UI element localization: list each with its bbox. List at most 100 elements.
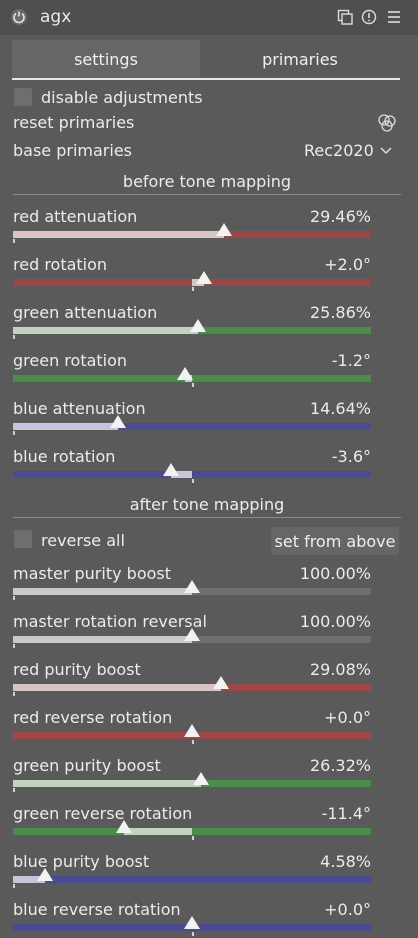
after-slider-tick-3	[192, 740, 194, 744]
after-label-1: master rotation reversal	[13, 612, 207, 631]
before-slider-tick-4	[13, 431, 15, 435]
color-circles-icon[interactable]	[377, 113, 397, 133]
after-slider-handle-6[interactable]	[37, 868, 54, 881]
primaries-panel: settings primaries	[0, 35, 418, 938]
after-slider-handle-7[interactable]	[184, 916, 200, 929]
base-primaries-select[interactable]: Rec2020	[304, 141, 374, 160]
before-label-5: blue rotation	[13, 447, 116, 466]
after-slider-fill-5-1	[123, 828, 192, 835]
after-slider-1[interactable]	[13, 636, 371, 643]
after-slider-fill-2-0	[13, 684, 221, 691]
before-slider-0[interactable]	[13, 231, 371, 238]
after-value-0: 100.00%	[299, 564, 371, 583]
before-slider-4[interactable]	[13, 423, 371, 430]
before-slider-tick-3	[192, 383, 194, 387]
reverse-all-label: reverse all	[41, 531, 125, 550]
tab-primaries[interactable]: primaries	[262, 49, 338, 69]
after-value-6: 4.58%	[320, 852, 371, 871]
module-title: agx	[40, 7, 72, 27]
before-value-3: -1.2°	[331, 351, 371, 370]
before-value-4: 14.64%	[309, 399, 371, 418]
before-slider-handle-4[interactable]	[109, 415, 126, 428]
after-slider-handle-4[interactable]	[192, 772, 209, 785]
before-value-1: +2.0°	[324, 255, 371, 274]
after-slider-fill-0-0	[13, 588, 192, 595]
after-slider-2[interactable]	[13, 684, 371, 691]
before-slider-fill-2-0	[13, 327, 199, 334]
after-slider-tick-7	[192, 932, 194, 936]
before-label-1: red rotation	[13, 255, 108, 274]
before-label-0: red attenuation	[13, 207, 138, 226]
after-value-4: 26.32%	[309, 756, 371, 775]
disable-adjustments-label: disable adjustments	[41, 88, 203, 107]
before-slider-handle-1[interactable]	[195, 271, 212, 284]
after-slider-6[interactable]	[13, 876, 371, 883]
after-value-7: +0.0°	[324, 900, 371, 919]
menu-icon[interactable]	[386, 9, 402, 25]
before-slider-tick-2	[13, 335, 15, 339]
after-value-1: 100.00%	[299, 612, 371, 631]
after-slider-0[interactable]	[13, 588, 371, 595]
after-slider-fill-1-0	[13, 636, 192, 643]
before-label-4: blue attenuation	[13, 399, 146, 418]
after-label-2: red purity boost	[13, 660, 141, 679]
after-slider-tick-2	[13, 692, 15, 696]
before-value-2: 25.86%	[309, 303, 371, 322]
before-slider-fill-5-0	[13, 471, 371, 478]
after-slider-fill-0-1	[192, 588, 371, 595]
reset-primaries-label[interactable]: reset primaries	[13, 113, 135, 132]
section-before-tone-mapping: before tone mapping	[13, 172, 401, 195]
after-label-6: blue purity boost	[13, 852, 150, 871]
after-slider-fill-5-0	[13, 828, 371, 835]
after-value-3: +0.0°	[324, 708, 371, 727]
after-slider-tick-4	[13, 788, 15, 792]
power-icon[interactable]	[10, 8, 28, 26]
reverse-all-checkbox[interactable]	[14, 530, 32, 548]
after-label-4: green purity boost	[13, 756, 161, 775]
after-label-7: blue reverse rotation	[13, 900, 181, 919]
before-slider-fill-0-1	[223, 231, 371, 238]
presets-icon[interactable]	[337, 9, 353, 25]
after-label-5: green reverse rotation	[13, 804, 193, 823]
before-slider-2[interactable]	[13, 327, 371, 334]
before-slider-handle-2[interactable]	[190, 319, 207, 332]
after-slider-5[interactable]	[13, 828, 371, 835]
chevron-down-icon[interactable]	[380, 145, 392, 155]
section-after-tone-mapping: after tone mapping	[13, 495, 401, 518]
after-slider-handle-3[interactable]	[184, 724, 200, 737]
after-slider-tick-1	[13, 644, 15, 648]
before-slider-fill-4-1	[117, 423, 371, 430]
before-slider-tick-0	[13, 239, 15, 243]
tab-bar: settings primaries	[12, 40, 400, 80]
after-slider-tick-0	[13, 596, 15, 600]
after-slider-handle-1[interactable]	[184, 628, 200, 641]
after-slider-tick-6	[13, 884, 15, 888]
module-header: agx	[0, 0, 418, 36]
after-slider-handle-2[interactable]	[212, 676, 229, 689]
tab-settings[interactable]: settings	[12, 40, 200, 78]
after-slider-fill-2-1	[220, 684, 371, 691]
before-slider-tick-1	[192, 287, 194, 291]
before-slider-1[interactable]	[13, 279, 371, 286]
before-slider-tick-5	[192, 479, 194, 483]
after-value-2: 29.08%	[309, 660, 371, 679]
after-slider-fill-4-1	[200, 780, 371, 787]
before-slider-fill-5-1	[170, 471, 192, 478]
after-slider-handle-5[interactable]	[115, 820, 132, 833]
after-slider-handle-0[interactable]	[184, 580, 200, 593]
after-slider-tick-5	[192, 836, 194, 840]
reset-icon[interactable]	[361, 9, 377, 25]
set-from-above-button[interactable]: set from above	[271, 527, 399, 555]
before-slider-handle-0[interactable]	[215, 223, 232, 236]
after-slider-4[interactable]	[13, 780, 371, 787]
after-label-0: master purity boost	[13, 564, 171, 583]
before-slider-handle-3[interactable]	[176, 367, 193, 380]
before-slider-handle-5[interactable]	[162, 463, 179, 476]
disable-adjustments-checkbox[interactable]	[14, 88, 32, 106]
before-slider-5[interactable]	[13, 471, 371, 478]
before-label-3: green rotation	[13, 351, 128, 370]
after-label-3: red reverse rotation	[13, 708, 173, 727]
before-slider-fill-4-0	[13, 423, 118, 430]
after-slider-fill-6-1	[45, 876, 371, 883]
after-slider-fill-1-1	[192, 636, 371, 643]
